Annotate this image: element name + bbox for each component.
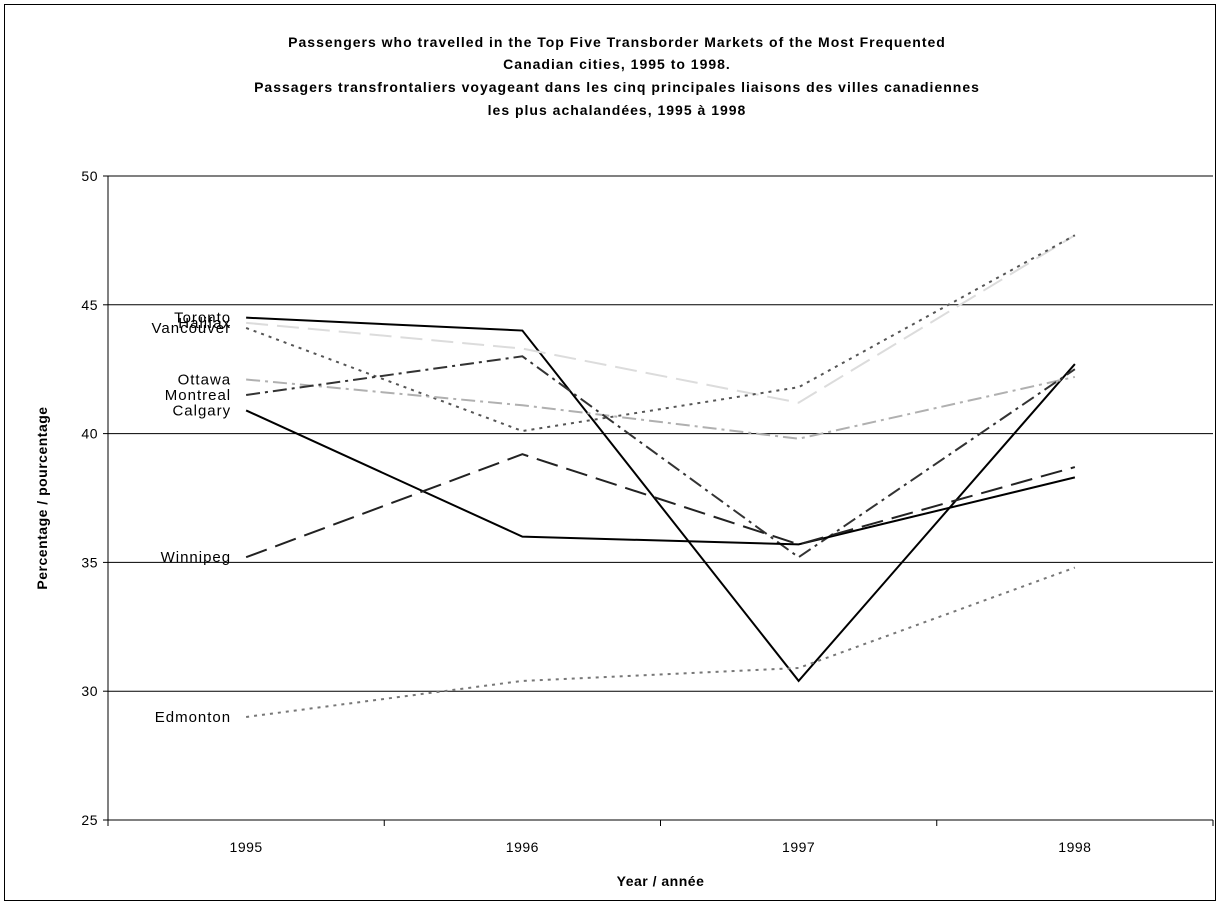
series-label-calgary: Calgary [172, 402, 231, 419]
y-tick-label-50: 50 [81, 168, 98, 184]
title-line-4: les plus achalandées, 1995 à 1998 [488, 102, 747, 118]
series-line-ottawa [246, 375, 1076, 440]
series-label-ottawa: Ottawa [178, 372, 232, 389]
gridlines [108, 175, 1213, 692]
series-lines [245, 234, 1076, 718]
y-tick-label-45: 45 [81, 297, 98, 313]
title-line-2: Canadian cities, 1995 to 1998. [503, 56, 731, 72]
y-tick-label-30: 30 [81, 683, 98, 699]
series-line-winnipeg [245, 453, 1076, 559]
y-tick-label-25: 25 [81, 812, 98, 828]
series-line-vancouver [245, 234, 1076, 433]
series-label-edmonton: Edmonton [155, 709, 231, 726]
series-line-halifax [246, 234, 1076, 404]
series-line-edmonton [245, 566, 1076, 718]
x-axis-title: Year / année [617, 873, 705, 889]
series-label-halifax: Halifax [178, 315, 231, 332]
title-line-1: Passengers who travelled in the Top Five… [288, 34, 946, 50]
series-label-toronto: Toronto [174, 310, 231, 327]
x-tick-label-1995: 1995 [230, 839, 263, 855]
series-line-toronto [246, 316, 1076, 683]
x-tick-label-1998: 1998 [1058, 839, 1091, 855]
series-label-vancouver: Vancouver [152, 320, 232, 337]
series-label-winnipeg: Winnipeg [161, 549, 232, 566]
x-tick-label-1997: 1997 [782, 839, 815, 855]
series-line-calgary [245, 409, 1076, 546]
axes: 25 30 35 40 45 50 1995 1996 1997 1998 Year / année… [34, 168, 1214, 889]
chart-svg: Passengers who travelled in the Top Five… [34, 34, 1214, 889]
series-line-montreal [245, 355, 1076, 559]
chart-title: Passengers who travelled in the Top Five… [254, 34, 980, 118]
title-line-3: Passagers transfrontaliers voyageant dan… [254, 79, 980, 95]
series-label-montreal: Montreal [165, 387, 231, 404]
y-tick-label-40: 40 [81, 426, 98, 442]
y-axis-title: Percentage / pourcentage [34, 406, 50, 589]
x-tick-label-1996: 1996 [506, 839, 539, 855]
y-tick-label-35: 35 [81, 554, 98, 570]
chart-frame: Passengers who travelled in the Top Five… [4, 4, 1216, 901]
